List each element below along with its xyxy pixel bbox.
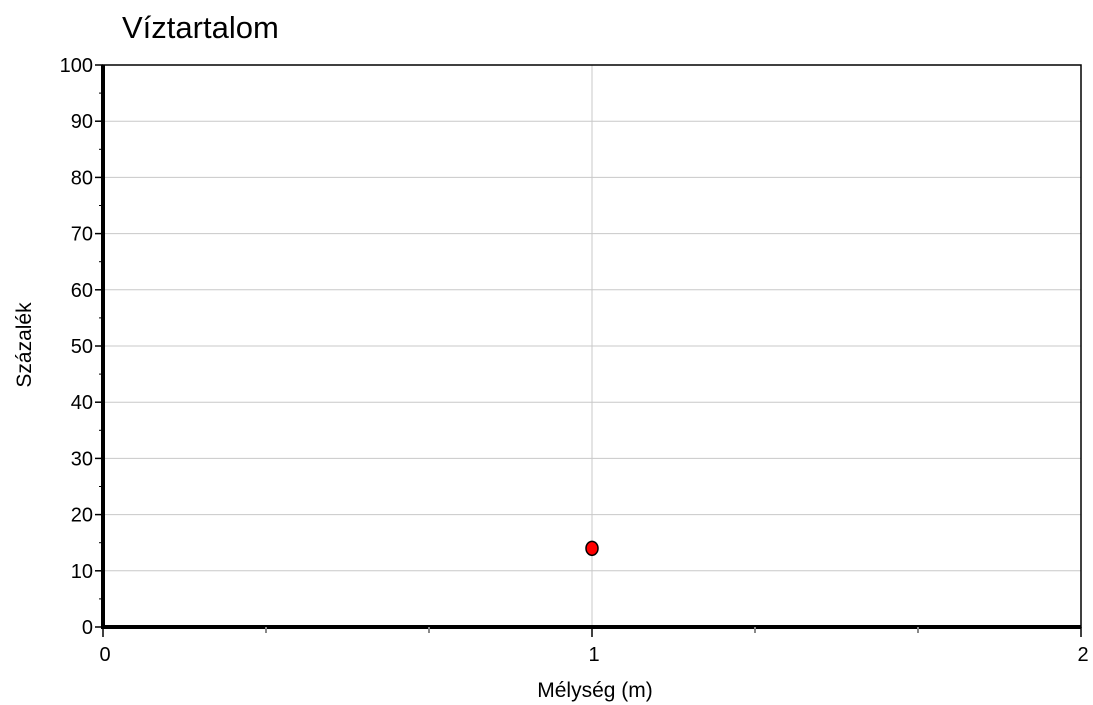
y-tick-label: 70 (71, 224, 93, 246)
y-tick-label: 100 (60, 55, 93, 77)
grid-lines (103, 65, 1081, 627)
y-tick-label: 80 (71, 167, 93, 189)
y-tick-label: 60 (71, 280, 93, 302)
x-tick-label: 1 (588, 644, 599, 666)
x-tick-label: 0 (99, 644, 110, 666)
y-tick-label: 10 (71, 561, 93, 583)
chart-title: Víztartalom (122, 10, 279, 45)
axis-ticks: 0 10 20 30 40 50 60 70 80 90 100 0 1 2 (60, 55, 1089, 666)
data-points (585, 540, 599, 557)
x-axis-title: Mélység (m) (537, 679, 653, 702)
y-tick-label: 50 (71, 336, 93, 358)
x-tick-label: 2 (1077, 644, 1088, 666)
y-tick-label: 0 (82, 617, 93, 639)
y-tick-label: 20 (71, 505, 93, 527)
data-point (585, 540, 599, 557)
y-tick-label: 40 (71, 392, 93, 414)
y-tick-label: 30 (71, 448, 93, 470)
y-tick-label: 90 (71, 111, 93, 133)
y-axis-title: Százalék (13, 302, 36, 388)
